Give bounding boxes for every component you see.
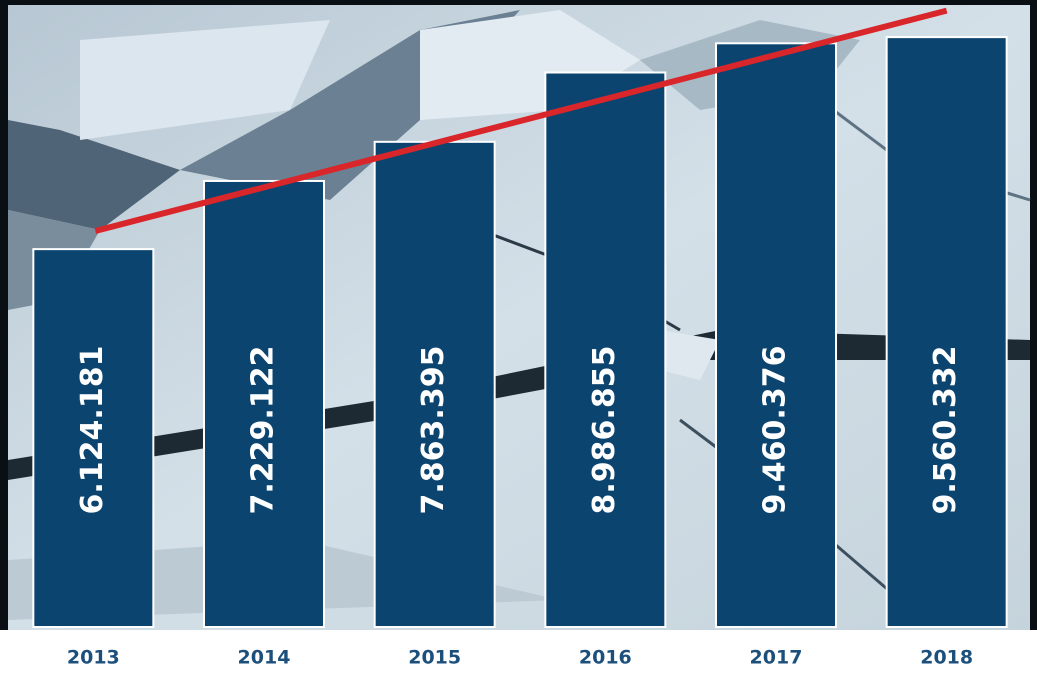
bar	[544, 71, 667, 628]
bar	[203, 179, 325, 628]
x-tick-label: 2014	[238, 647, 291, 669]
bar	[32, 248, 155, 628]
value-label: 7.863.395	[416, 346, 451, 515]
x-tick-label: 2017	[750, 647, 803, 669]
bar	[885, 36, 1008, 629]
trend-line	[94, 7, 948, 234]
value-label: 9.460.376	[758, 346, 793, 515]
bar	[715, 42, 837, 628]
value-label: 8.986.855	[587, 346, 622, 515]
background-photo	[0, 0, 1037, 630]
x-tick-label: 2016	[579, 647, 632, 669]
value-label: 7.229.122	[246, 346, 281, 515]
value-label: 9.560.332	[928, 346, 963, 515]
x-tick-label: 2013	[67, 647, 120, 669]
value-label: 6.124.181	[75, 346, 110, 515]
x-tick-label: 2018	[920, 647, 973, 669]
bar	[373, 140, 496, 628]
x-tick-label: 2015	[408, 647, 461, 669]
